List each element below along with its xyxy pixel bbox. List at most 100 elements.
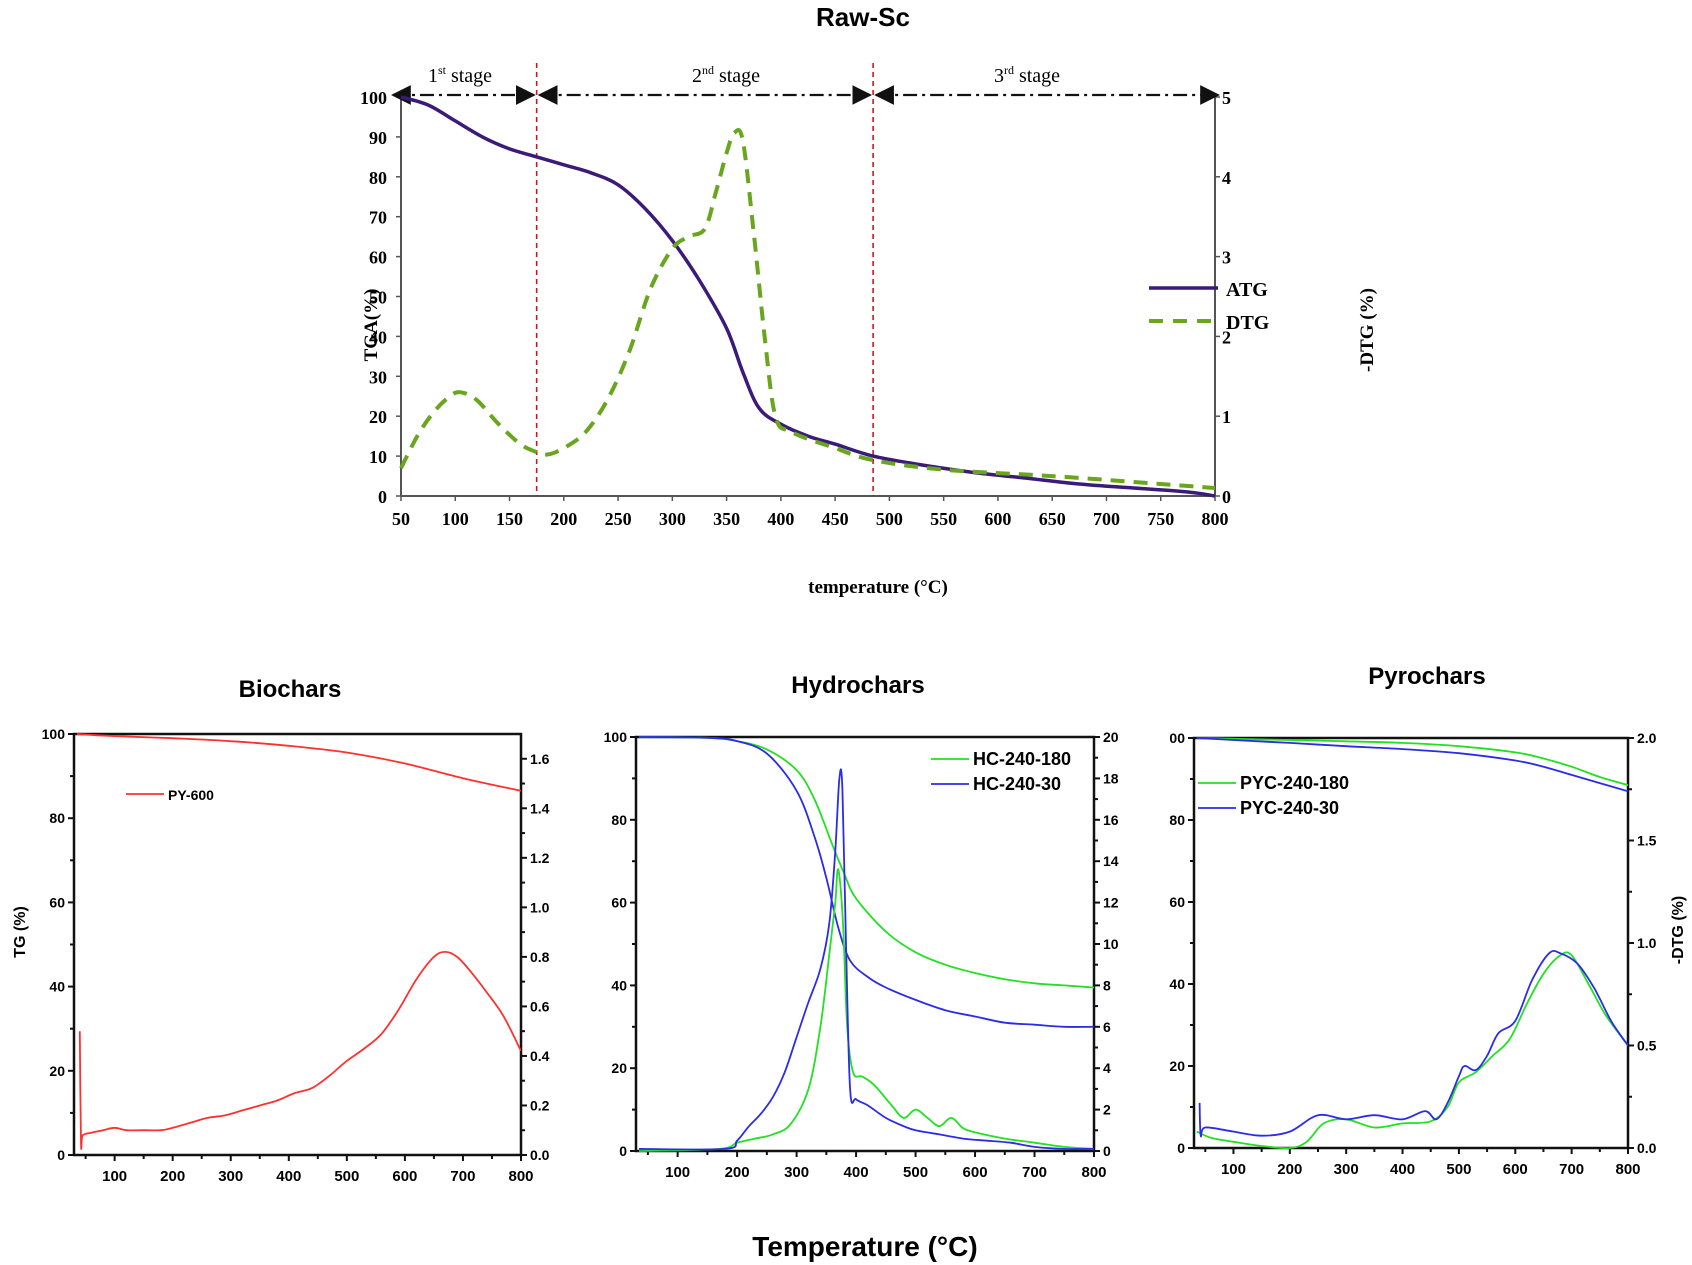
pyrochars-title: Pyrochars (1368, 663, 1485, 690)
hyd-x-tick-label: 300 (784, 1164, 809, 1181)
hyd-y-tick-label: 0 (619, 1143, 627, 1159)
bio-y2-tick-label: 1.2 (530, 850, 550, 866)
bio-y2-tick-label: 1.0 (530, 899, 550, 915)
bio-x-tick-label: 500 (334, 1168, 359, 1185)
hyd-y2-tick-label: 6 (1103, 1019, 1111, 1035)
biochars-panel: Biochars TG (%) 100 200 300 400 500 600 700 800… (12, 676, 550, 1185)
series-py-600-tg-line (76, 733, 521, 792)
bio-legend: PY-600 (126, 787, 214, 803)
pyrochars-y2-axis-label: -DTG (%) (1670, 896, 1687, 964)
hydrochars-panel: Hydrochars 100 200 300 400 500 600 700 80002040… (604, 672, 1119, 1181)
pyr-y2-tick-label: 1.0 (1637, 935, 1657, 951)
raw-sc-x-tick-label: 750 (1147, 509, 1174, 529)
raw-sc-x-tick-label: 500 (876, 509, 903, 529)
raw-sc-y-tick-label: 70 (369, 208, 387, 228)
hyd-plot-frame (634, 735, 1096, 1153)
pyr-y2-tick-label: 1.5 (1637, 833, 1657, 849)
legend-label-hc-240-180: HC-240-180 (973, 749, 1071, 769)
raw-sc-y2-tick-label: 4 (1222, 168, 1231, 188)
series-pyc-240-30-tg-line (1196, 737, 1628, 793)
hyd-series-group (638, 736, 1094, 1152)
hyd-legend: HC-240-180 HC-240-30 (931, 749, 1071, 794)
bio-y-tick-label: 20 (49, 1063, 65, 1079)
raw-sc-y2-tick-label: 2 (1222, 327, 1231, 347)
series-atg-line (400, 95, 1216, 498)
bio-y2-tick-label: 0.8 (530, 949, 550, 965)
raw-sc-x-tick-label: 150 (496, 509, 523, 529)
pyr-y-tick-label: 00 (1169, 730, 1185, 746)
hyd-x-tick-label: 200 (725, 1164, 750, 1181)
series-hc-240-180-tg-line (638, 736, 1094, 989)
pyr-series-group (1196, 737, 1628, 1149)
series-hc-240-30-dtg-line (638, 768, 1094, 1151)
hyd-y-tick-label: 20 (611, 1060, 627, 1076)
hyd-y2-tick-label: 16 (1103, 812, 1119, 828)
bio-x-tick-label: 800 (508, 1168, 533, 1185)
pyr-y-tick-label: 40 (1169, 976, 1185, 992)
biochars-title: Biochars (239, 676, 342, 703)
raw-sc-x-tick-label: 200 (550, 509, 577, 529)
hyd-y-tick-label: 40 (611, 977, 627, 993)
pyr-y-tick-label: 80 (1169, 812, 1185, 828)
hyd-y2-tick-label: 0 (1103, 1143, 1111, 1159)
bio-x-tick-label: 600 (392, 1168, 417, 1185)
shared-x-axis-label: Temperature (°C) (752, 1231, 977, 1262)
hyd-y-tick-label: 100 (604, 729, 628, 745)
bio-y-tick-label: 40 (49, 979, 65, 995)
raw-sc-y2-tick-label: 1 (1222, 407, 1231, 427)
bio-x-tick-label: 200 (160, 1168, 185, 1185)
raw-sc-y2-tick-label: 0 (1222, 487, 1231, 507)
pyr-y2-tick-label: 0.0 (1637, 1140, 1657, 1156)
hyd-y2-tick-label: 14 (1103, 853, 1119, 869)
pyr-y2-tick-label: 2.0 (1637, 730, 1657, 746)
pyr-y2-tick-label: 0.5 (1637, 1038, 1657, 1054)
stage-label: 1st stage (428, 63, 492, 87)
legend-label-py-600: PY-600 (168, 787, 214, 803)
bio-y2-tick-label: 0.0 (530, 1147, 550, 1163)
bio-x-tick-label: 300 (218, 1168, 243, 1185)
stage-label: 2nd stage (692, 63, 760, 87)
bio-series-group (76, 733, 521, 1150)
raw-sc-y-tick-label: 30 (369, 367, 387, 387)
hyd-x-tick-label: 500 (903, 1164, 928, 1181)
bio-y2-tick-label: 0.2 (530, 1097, 550, 1113)
raw-sc-x-tick-label: 300 (659, 509, 686, 529)
hyd-y2-tick-label: 8 (1103, 977, 1111, 993)
raw-sc-y-tick-label: 0 (378, 487, 387, 507)
raw-sc-x-tick-label: 550 (930, 509, 957, 529)
hyd-y-tick-label: 80 (611, 812, 627, 828)
legend-label-pyc-240-30: PYC-240-30 (1240, 798, 1339, 818)
bio-x-tick-label: 100 (102, 1168, 127, 1185)
series-pyc-240-180-tg-line (1196, 737, 1628, 786)
hyd-x-tick-label: 800 (1081, 1164, 1106, 1181)
raw-sc-x-tick-label: 650 (1039, 509, 1066, 529)
raw-sc-x-tick-label: 100 (442, 509, 469, 529)
stage-label: 3rd stage (994, 63, 1060, 87)
bio-y-tick-label: 80 (49, 810, 65, 826)
series-hc-240-180-dtg-line (638, 868, 1094, 1152)
raw-sc-x-tick-label: 250 (605, 509, 632, 529)
raw-sc-y-axis-label: TGA(%) (361, 289, 382, 362)
pyr-x-tick-label: 300 (1334, 1161, 1359, 1178)
series-hc-240-30-tg-line (638, 736, 1094, 1028)
raw-sc-title: Raw-Sc (816, 2, 910, 32)
raw-sc-y-tick-label: 100 (360, 88, 387, 108)
pyr-x-tick-label: 200 (1277, 1161, 1302, 1178)
raw-sc-x-tick-label: 800 (1202, 509, 1229, 529)
legend-label-dtg: DTG (1226, 312, 1270, 334)
bio-y-tick-label: 60 (49, 894, 65, 910)
bio-y2-tick-label: 1.6 (530, 751, 550, 767)
bio-y2-tick-label: 1.4 (530, 800, 550, 816)
series-py-600-dtg-line (78, 951, 521, 1150)
raw-sc-y-tick-label: 10 (369, 447, 387, 467)
raw-sc-x-tick-label: 400 (767, 509, 794, 529)
raw-sc-x-tick-label: 50 (392, 509, 410, 529)
raw-sc-x-tick-label: 700 (1093, 509, 1120, 529)
bio-y2-tick-label: 0.6 (530, 998, 550, 1014)
hyd-y2-tick-label: 2 (1103, 1102, 1111, 1118)
raw-sc-y2-axis-label: -DTG (%) (1357, 288, 1378, 372)
pyr-x-tick-label: 700 (1559, 1161, 1584, 1178)
series-pyc-240-30-dtg-line (1198, 949, 1628, 1138)
hyd-y2-tick-label: 10 (1103, 936, 1119, 952)
